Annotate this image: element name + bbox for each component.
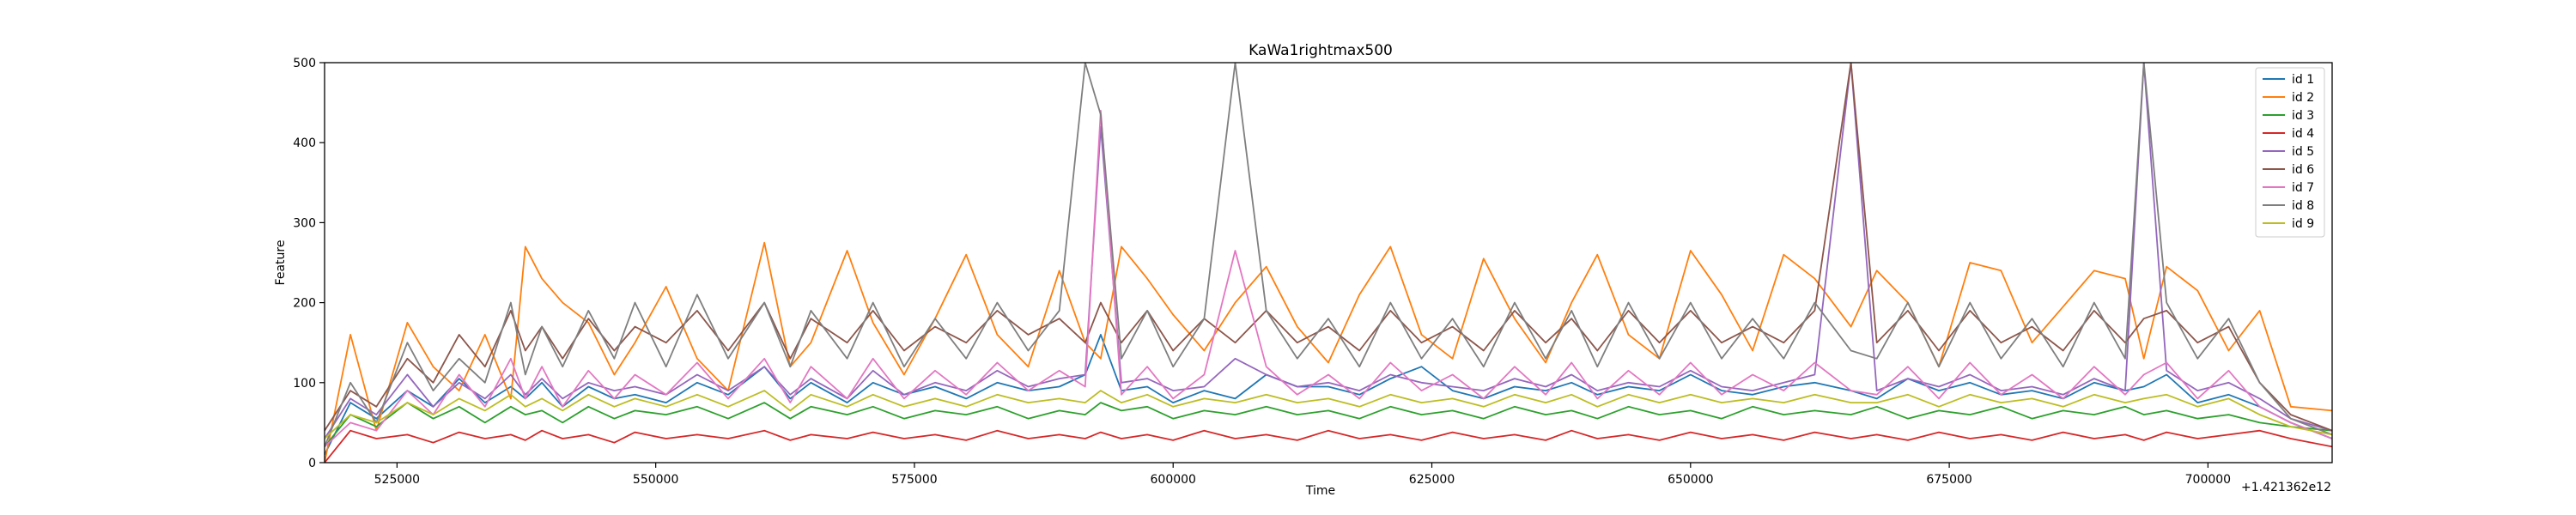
x-axis: 525000 550000 575000 600000 625000 650000 6750… [374,463,2231,487]
legend-label: id 1 [2292,73,2314,87]
y-axis: 0 100 200 300 400 500 [293,57,325,470]
x-tick-label: 625000 [1409,473,1455,487]
legend-label: id 8 [2292,199,2314,213]
legend: id 1 id 2 id 3 id 4 id 5 id 6 id 7 id 8 id 9 [2255,67,2325,238]
legend-label: id 3 [2292,109,2314,123]
series-line-2 [325,241,2332,463]
chart-title: KaWa1rightmax500 [1249,42,1393,59]
y-tick-label: 200 [293,297,316,311]
plot-frame [324,62,2333,464]
x-tick-label: 700000 [2185,473,2231,487]
legend-label: id 2 [2292,91,2314,105]
x-tick-label: 525000 [374,473,420,487]
x-tick-label: 675000 [1926,473,1971,487]
series-line-7 [325,109,2332,448]
x-tick-label: 575000 [891,473,937,487]
x-offset-label: +1.421362e12 [2241,481,2331,494]
series-line-8 [325,63,2332,447]
y-tick-label: 500 [293,57,316,70]
x-tick-label: 600000 [1151,473,1196,487]
x-tick-label: 550000 [633,473,678,487]
legend-label: id 4 [2292,127,2314,141]
y-tick-label: 400 [293,136,316,150]
y-tick-label: 300 [293,216,316,230]
series-line-9 [325,390,2332,439]
legend-box [2255,67,2325,238]
legend-label: id 9 [2292,217,2314,231]
y-tick-label: 100 [293,377,316,391]
series-line-5 [325,63,2332,439]
plot-lines [325,63,2332,463]
series-line-4 [325,429,2332,463]
x-axis-title: Time [1305,484,1335,498]
x-tick-label: 650000 [1668,473,1713,487]
series-line-3 [325,402,2332,447]
legend-label: id 6 [2292,163,2314,177]
legend-label: id 7 [2292,181,2314,195]
y-tick-label: 0 [308,457,316,470]
y-axis-title: Feature [274,240,288,286]
legend-label: id 5 [2292,145,2314,159]
